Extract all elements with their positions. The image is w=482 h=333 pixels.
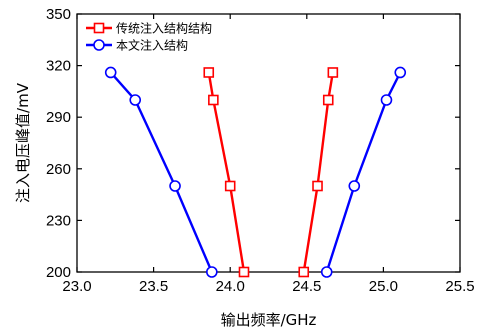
legend-label: 本文注入结构 [116,38,188,53]
series-2-point [320,266,333,278]
y-tick-label: 350 [46,6,71,23]
ticks [76,13,461,273]
series-1-point [298,266,310,278]
series-1-line-right [302,72,335,273]
series-layer [104,66,407,278]
x-tick-label: 25.5 [445,278,474,295]
y-tick-label: 320 [46,58,71,75]
series-2 [104,66,407,278]
y-tick-label: 200 [46,264,71,281]
y-tick-labels: 200 230 260 290 320 350 [46,6,71,281]
series-1-point [208,94,219,106]
series-1-line-left [207,72,246,273]
legend-label: 传统注入结构结构 [116,21,212,36]
series-1-point [322,94,334,106]
series-2-point [129,94,142,106]
series-2-point [206,266,218,278]
series-2-line-left [109,71,213,273]
legend-item-1: 传统注入结构结构 [86,21,212,36]
x-tick-label: 23.0 [62,278,91,295]
series-2-point [169,180,181,192]
plot-frame [76,13,461,273]
series-2-line-right [325,71,402,273]
series-2-point [348,180,361,192]
y-tick-label: 290 [46,109,71,126]
series-1 [203,67,339,278]
series-1-point [224,180,236,192]
legend-item-2: 本文注入结构 [86,38,188,53]
series-2-point [104,66,117,79]
x-tick-label: 23.5 [139,278,168,295]
series-2-point [380,94,393,106]
x-axis-label: 输出频率/GHz [221,311,317,329]
x-tick-label: 24.0 [216,278,245,295]
x-tick-labels: 23.0 23.5 24.0 24.5 25.0 25.5 [62,278,474,295]
y-axis-label: 注入电压峰值/mV [14,82,32,203]
legend-marker [93,39,105,51]
legend-marker [93,22,105,34]
x-tick-label: 25.0 [369,278,398,295]
y-tick-label: 260 [46,161,71,178]
series-1-point [203,67,215,78]
x-tick-label: 24.5 [292,278,321,295]
series-1-point [312,180,323,192]
series-1-point [238,266,250,278]
y-tick-label: 230 [46,212,71,229]
series-1-point [327,67,339,78]
series-2-point [394,66,407,79]
